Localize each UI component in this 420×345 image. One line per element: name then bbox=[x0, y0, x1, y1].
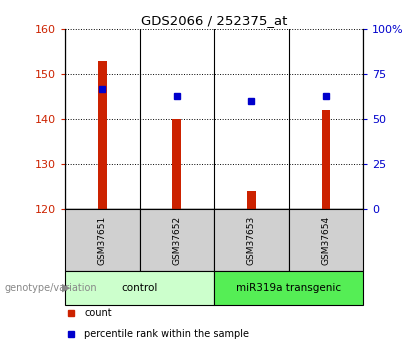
Text: GSM37651: GSM37651 bbox=[98, 216, 107, 265]
Text: GSM37652: GSM37652 bbox=[173, 216, 181, 265]
Bar bbox=[214, 209, 289, 271]
Bar bbox=[65, 209, 139, 271]
Bar bbox=[173, 119, 181, 209]
Text: percentile rank within the sample: percentile rank within the sample bbox=[84, 328, 249, 338]
Text: ▶: ▶ bbox=[62, 283, 71, 293]
Bar bbox=[247, 191, 256, 209]
Text: miR319a transgenic: miR319a transgenic bbox=[236, 283, 341, 293]
Bar bbox=[214, 271, 363, 305]
Bar bbox=[139, 209, 214, 271]
Text: GSM37654: GSM37654 bbox=[322, 216, 331, 265]
Bar bbox=[322, 110, 331, 209]
Title: GDS2066 / 252375_at: GDS2066 / 252375_at bbox=[141, 14, 287, 27]
Text: count: count bbox=[84, 308, 112, 318]
Bar bbox=[289, 209, 363, 271]
Bar bbox=[98, 61, 107, 209]
Text: GSM37653: GSM37653 bbox=[247, 216, 256, 265]
Text: control: control bbox=[121, 283, 158, 293]
Bar bbox=[65, 271, 214, 305]
Text: genotype/variation: genotype/variation bbox=[4, 283, 97, 293]
